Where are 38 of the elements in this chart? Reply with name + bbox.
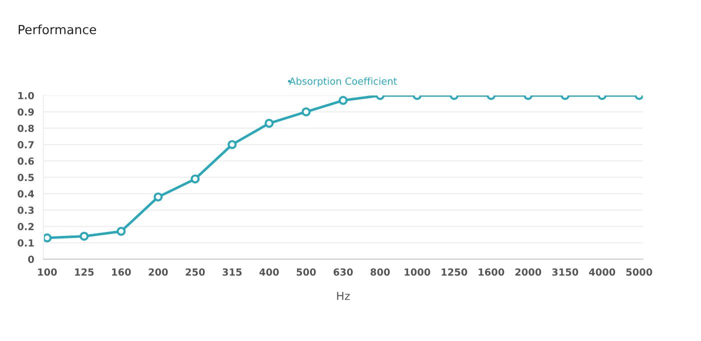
y-tick-label: 0.5 bbox=[18, 174, 34, 182]
x-tick-label: 400 bbox=[259, 268, 279, 276]
y-tick-label: 0.6 bbox=[18, 157, 34, 165]
x-tick-label: 800 bbox=[370, 268, 390, 276]
x-tick-label: 5000 bbox=[626, 268, 652, 276]
x-tick-label: 100 bbox=[38, 268, 57, 276]
y-tick-label: 0.9 bbox=[18, 108, 34, 116]
y-tick-label: 0.8 bbox=[18, 124, 34, 132]
chart-title: Performance bbox=[18, 24, 96, 34]
point bbox=[190, 174, 200, 184]
x-tick-label: 1250 bbox=[442, 268, 468, 276]
x-tick-label: 2000 bbox=[515, 268, 542, 276]
point bbox=[43, 233, 52, 242]
y-tick-label: 0.4 bbox=[18, 190, 34, 198]
x-tick-label: 1000 bbox=[404, 268, 430, 276]
y-tick-label: 0 bbox=[28, 256, 34, 263]
point bbox=[264, 118, 274, 128]
point bbox=[80, 232, 89, 241]
x-tick-label: 3150 bbox=[552, 268, 578, 276]
legend-label: Absorption Coefficient bbox=[289, 77, 397, 87]
x-axis-title: Hz bbox=[337, 292, 350, 300]
x-tick-label: 160 bbox=[112, 268, 131, 276]
x-tick-label: 315 bbox=[222, 268, 242, 276]
y-tick-label: 0.2 bbox=[18, 222, 34, 230]
point bbox=[154, 192, 163, 202]
y-tick-label: 0.7 bbox=[18, 141, 34, 148]
x-tick-label: 1600 bbox=[478, 268, 504, 276]
point bbox=[228, 140, 237, 150]
y-tick-label: 1.0 bbox=[18, 92, 34, 100]
y-tick-label: 0.1 bbox=[18, 239, 34, 247]
x-tick-label: 250 bbox=[186, 268, 205, 276]
x-tick-label: 4000 bbox=[589, 268, 616, 276]
x-tick-label: 500 bbox=[296, 268, 316, 276]
x-tick-label: 630 bbox=[334, 268, 353, 276]
x-tick-label: 125 bbox=[75, 268, 94, 276]
y-tick-label: 0.3 bbox=[18, 206, 34, 214]
x-tick-label: 200 bbox=[148, 268, 168, 276]
point bbox=[116, 226, 126, 236]
